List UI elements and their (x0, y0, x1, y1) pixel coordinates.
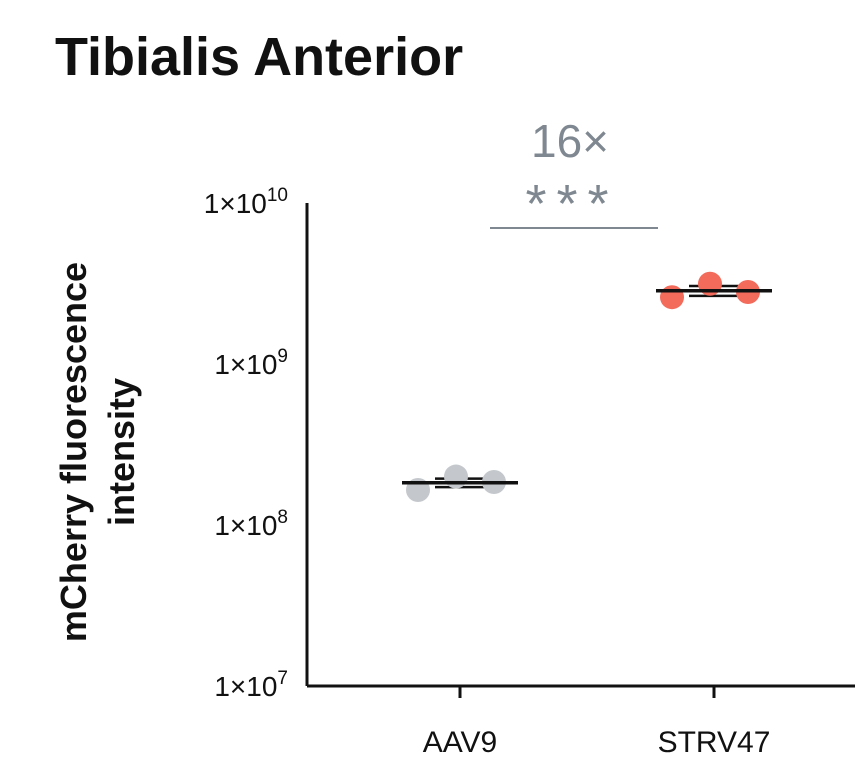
chart-title: Tibialis Anterior (55, 27, 463, 87)
gridlines (307, 201, 855, 527)
y-axis-label-line2: intensity (101, 378, 142, 526)
y-tick-label: 1×107 (214, 668, 288, 702)
y-tick-label: 1×1010 (204, 185, 288, 219)
data-series (402, 271, 772, 502)
x-tick-label: AAV9 (423, 726, 498, 757)
series-aav9 (402, 464, 518, 502)
significance-annotation: 16× *** (490, 115, 658, 234)
series-strv47 (656, 271, 772, 310)
y-tick-label: 1×108 (214, 507, 288, 541)
data-point (660, 285, 684, 310)
y-tick-label: 1×109 (214, 346, 288, 380)
significance-stars: *** (525, 174, 618, 234)
x-axis-ticks: AAV9 STRV47 (423, 686, 771, 757)
fold-change-label: 16× (531, 115, 609, 167)
y-axis-ticks: 1×107 1×108 1×109 1×1010 (204, 185, 288, 702)
x-tick-label: STRV47 (658, 726, 771, 757)
y-axis-label: mCherry fluorescence intensity (53, 262, 142, 642)
y-axis-label-line1: mCherry fluorescence (53, 262, 94, 642)
data-point (444, 464, 468, 489)
